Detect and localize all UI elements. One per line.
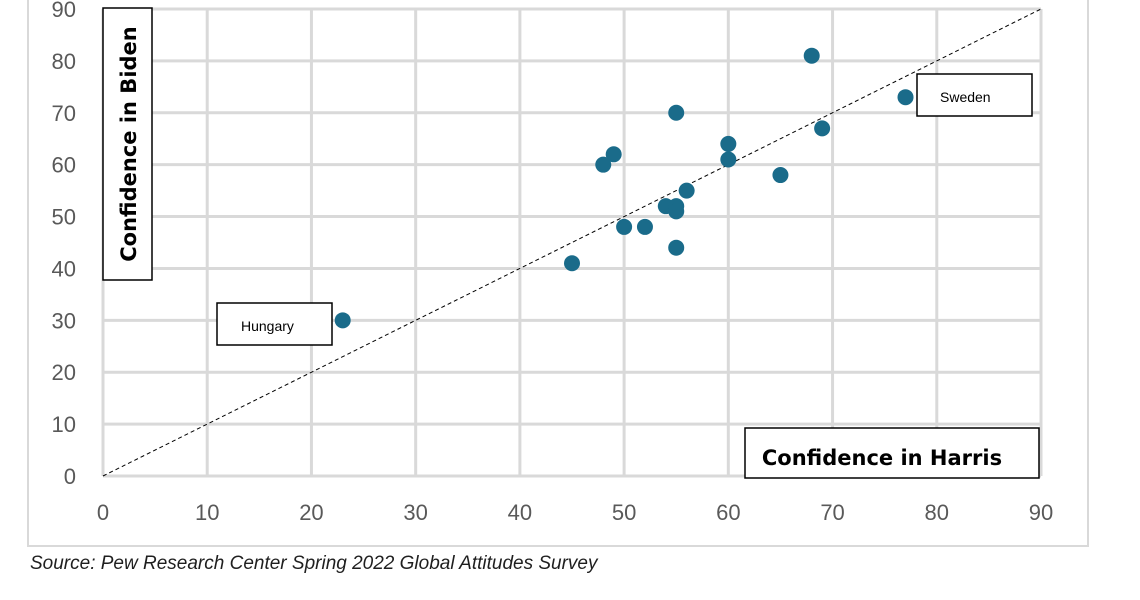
source-note: Source: Pew Research Center Spring 2022 … <box>30 553 598 574</box>
y-axis-title: Confidence in Biden <box>117 26 141 261</box>
reference-line-y-equals-x <box>102 8 1042 477</box>
x-tick-label: 40 <box>508 500 532 525</box>
y-tick-label: 20 <box>52 360 76 385</box>
y-tick-label: 40 <box>52 256 76 281</box>
x-tick-label: 0 <box>97 500 109 525</box>
hungary-label: Hungary <box>241 318 294 334</box>
x-tick-label: 10 <box>195 500 219 525</box>
hungary-callout: Hungary <box>216 302 333 346</box>
y-tick-label: 80 <box>52 49 76 74</box>
gridlines <box>101 7 1043 478</box>
data-point <box>616 218 633 235</box>
tick-labels: 0 10 20 30 40 50 60 70 80 90 0 10 20 30 40 50 60 70 80 90 <box>52 0 1054 525</box>
data-point <box>668 203 685 220</box>
scatter-chart: 0 10 20 30 40 50 60 70 80 90 0 10 20 30 40 50 60 70 80 90 C… <box>52 0 1054 525</box>
data-point <box>595 156 612 173</box>
data-point <box>668 239 685 256</box>
data-point <box>668 104 685 121</box>
x-tick-label: 70 <box>820 500 844 525</box>
y-tick-label: 10 <box>52 412 76 437</box>
data-point <box>678 182 695 199</box>
x-tick-label: 90 <box>1029 500 1053 525</box>
data-point <box>720 135 737 152</box>
x-tick-label: 60 <box>716 500 740 525</box>
data-points <box>334 47 914 329</box>
data-point-sweden <box>897 89 914 106</box>
y-axis-title-box: Confidence in Biden <box>102 7 153 281</box>
data-point <box>814 120 831 137</box>
data-point <box>605 146 622 163</box>
sweden-label: Sweden <box>940 89 991 105</box>
x-tick-label: 20 <box>299 500 323 525</box>
y-tick-label: 50 <box>52 205 76 230</box>
x-tick-label: 50 <box>612 500 636 525</box>
y-tick-label: 0 <box>64 464 76 489</box>
data-point <box>636 218 653 235</box>
x-axis-title: Confidence in Harris <box>762 446 1002 470</box>
x-tick-label: 80 <box>925 500 949 525</box>
data-point <box>564 255 580 272</box>
data-point <box>720 151 737 168</box>
y-tick-label: 30 <box>52 308 76 333</box>
y-tick-label: 70 <box>52 101 76 126</box>
x-tick-label: 30 <box>403 500 427 525</box>
data-point <box>772 167 789 184</box>
y-tick-label: 90 <box>52 0 76 22</box>
x-axis-title-box: Confidence in Harris <box>744 427 1040 479</box>
y-tick-label: 60 <box>52 153 76 178</box>
sweden-callout: Sweden <box>916 73 1033 117</box>
chart-frame <box>27 0 1089 547</box>
data-point <box>803 47 820 64</box>
data-point-hungary <box>334 312 351 329</box>
